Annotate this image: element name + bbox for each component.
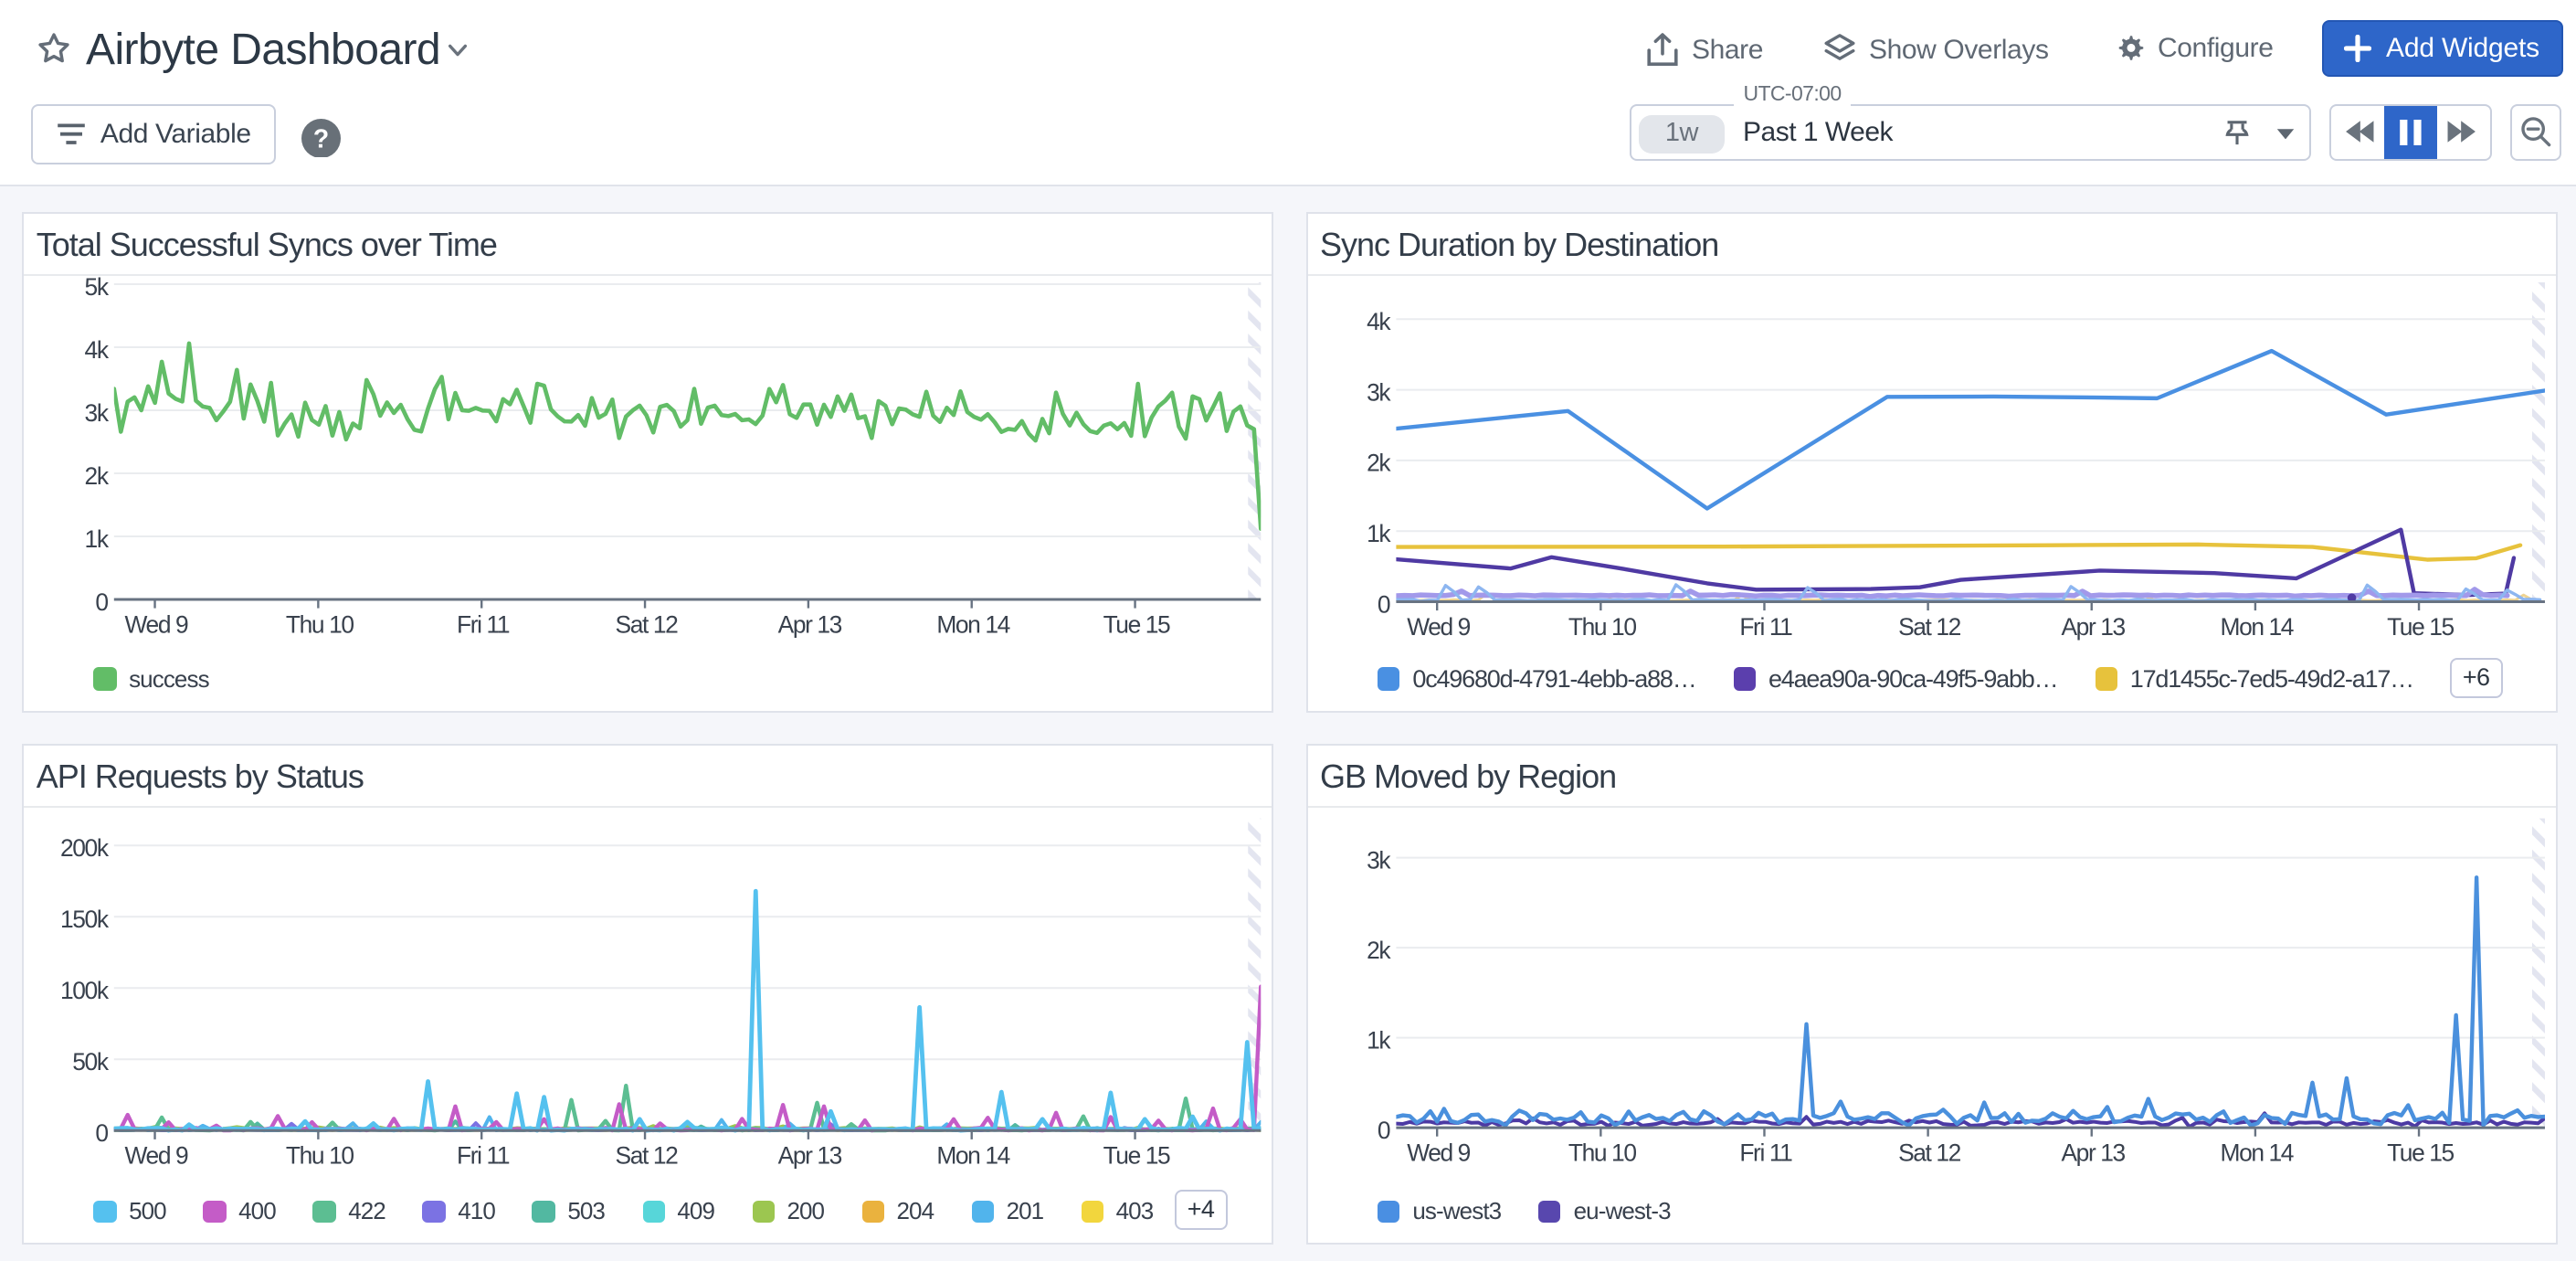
- svg-text:Wed 9: Wed 9: [125, 610, 188, 638]
- svg-text:Thu 10: Thu 10: [1568, 1139, 1636, 1167]
- svg-text:100k: 100k: [61, 977, 111, 1004]
- svg-text:Mon 14: Mon 14: [937, 610, 1010, 638]
- svg-text:Fri 11: Fri 11: [1739, 1139, 1792, 1167]
- svg-text:Thu 10: Thu 10: [287, 610, 354, 638]
- svg-text:Thu 10: Thu 10: [1568, 613, 1636, 641]
- svg-text:0: 0: [96, 1119, 109, 1147]
- svg-text:Fri 11: Fri 11: [458, 610, 511, 638]
- svg-text:Tue 15: Tue 15: [1103, 610, 1170, 638]
- svg-text:0: 0: [1378, 590, 1390, 618]
- svg-text:150k: 150k: [61, 906, 111, 933]
- svg-text:1k: 1k: [85, 525, 110, 553]
- svg-text:2k: 2k: [1367, 937, 1391, 964]
- svg-text:Wed 9: Wed 9: [125, 1142, 188, 1170]
- svg-text:0: 0: [96, 588, 109, 616]
- svg-text:3k: 3k: [1367, 378, 1391, 406]
- svg-text:3k: 3k: [85, 399, 110, 427]
- svg-text:Mon 14: Mon 14: [2221, 613, 2294, 641]
- svg-text:Wed 9: Wed 9: [1407, 1139, 1470, 1167]
- svg-text:5k: 5k: [85, 273, 110, 301]
- svg-text:Apr 13: Apr 13: [778, 610, 842, 638]
- svg-text:Mon 14: Mon 14: [937, 1142, 1010, 1170]
- svg-text:1k: 1k: [1367, 1027, 1391, 1054]
- svg-text:3k: 3k: [1367, 847, 1391, 874]
- svg-text:Wed 9: Wed 9: [1407, 613, 1470, 641]
- svg-text:1k: 1k: [1367, 520, 1391, 547]
- svg-text:4k: 4k: [85, 336, 110, 364]
- svg-text:Sat 12: Sat 12: [1898, 613, 1961, 641]
- svg-text:Thu 10: Thu 10: [287, 1142, 354, 1170]
- svg-text:Sat 12: Sat 12: [616, 1142, 679, 1170]
- svg-text:Apr 13: Apr 13: [2061, 1139, 2125, 1167]
- svg-text:2k: 2k: [1367, 450, 1391, 477]
- svg-text:0: 0: [1378, 1117, 1390, 1144]
- svg-text:2k: 2k: [85, 462, 110, 490]
- svg-text:Mon 14: Mon 14: [2221, 1139, 2294, 1167]
- svg-text:Apr 13: Apr 13: [2061, 613, 2125, 641]
- svg-text:Sat 12: Sat 12: [616, 610, 679, 638]
- svg-text:Fri 11: Fri 11: [1739, 613, 1792, 641]
- svg-text:Tue 15: Tue 15: [2387, 1139, 2454, 1167]
- svg-text:Sat 12: Sat 12: [1898, 1139, 1961, 1167]
- svg-text:?: ?: [313, 124, 329, 154]
- svg-text:50k: 50k: [73, 1048, 111, 1076]
- svg-text:Fri 11: Fri 11: [458, 1142, 511, 1170]
- svg-text:Tue 15: Tue 15: [2387, 613, 2454, 641]
- svg-text:200k: 200k: [61, 834, 111, 862]
- svg-text:Apr 13: Apr 13: [778, 1142, 842, 1170]
- svg-text:Tue 15: Tue 15: [1103, 1142, 1170, 1170]
- svg-text:4k: 4k: [1367, 308, 1391, 335]
